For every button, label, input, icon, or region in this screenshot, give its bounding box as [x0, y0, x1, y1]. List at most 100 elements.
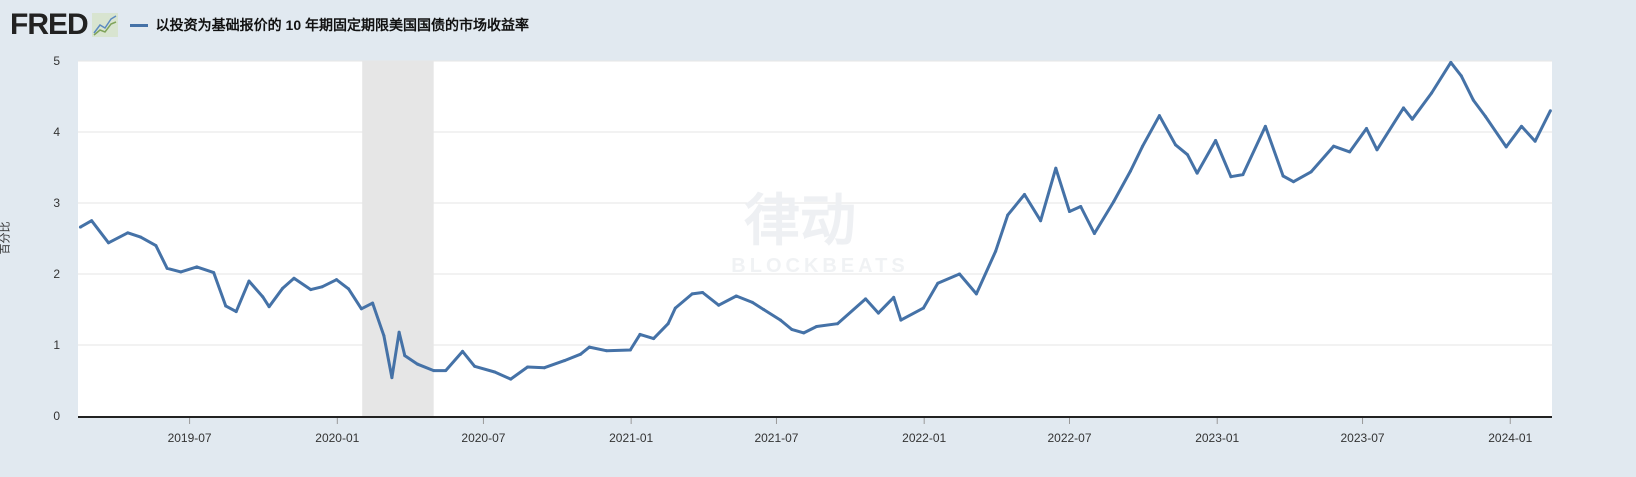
data-point	[444, 369, 448, 373]
data-point	[1023, 192, 1027, 196]
watermark-sub: BLOCKBEATS	[731, 255, 908, 277]
x-tick-label: 2021-01	[609, 431, 653, 445]
x-tick-label: 2021-07	[754, 431, 798, 445]
y-tick-label: 0	[53, 409, 60, 423]
data-point	[974, 292, 978, 296]
legend-item[interactable]: 以投资为基础报价的 10 年期固定期限美国国债的市场收益率	[129, 15, 529, 35]
data-point	[802, 331, 806, 335]
data-point	[1173, 143, 1177, 147]
data-point	[701, 290, 705, 294]
data-point	[563, 359, 567, 363]
data-point	[1449, 60, 1453, 64]
data-point	[835, 322, 839, 326]
data-point	[154, 244, 158, 248]
data-point	[493, 370, 497, 374]
data-point	[778, 318, 782, 322]
data-point	[397, 330, 401, 334]
data-point	[1092, 232, 1096, 236]
x-tick-label: 2020-01	[315, 431, 359, 445]
data-point	[78, 225, 82, 229]
data-point	[195, 265, 199, 269]
data-point	[1410, 117, 1414, 121]
data-point	[247, 279, 251, 283]
data-point	[1079, 205, 1083, 209]
recession-shade	[362, 61, 434, 416]
data-point	[750, 300, 754, 304]
data-point	[359, 307, 363, 311]
data-point	[673, 306, 677, 310]
data-point	[958, 272, 962, 276]
x-tick-label: 2020-07	[461, 431, 505, 445]
data-point	[1365, 126, 1369, 130]
data-point	[267, 305, 271, 309]
data-point	[1332, 144, 1336, 148]
x-tick-label: 2022-07	[1047, 431, 1091, 445]
x-tick-label: 2022-01	[902, 431, 946, 445]
data-point	[1401, 106, 1405, 110]
data-point	[1039, 219, 1043, 223]
data-point	[1291, 180, 1295, 184]
data-point	[165, 266, 169, 270]
data-point	[1195, 171, 1199, 175]
data-point	[790, 327, 794, 331]
x-tick-label: 2023-01	[1195, 431, 1239, 445]
data-point	[1112, 200, 1116, 204]
data-point	[309, 288, 313, 292]
data-point	[390, 376, 394, 380]
data-point	[1471, 98, 1475, 102]
data-point	[936, 281, 940, 285]
data-point	[876, 311, 880, 315]
data-point	[762, 308, 766, 311]
data-point	[1186, 153, 1190, 157]
data-point	[509, 377, 513, 381]
data-point	[1281, 174, 1285, 178]
data-point	[526, 365, 530, 369]
data-point	[139, 235, 143, 239]
data-point	[1067, 210, 1071, 214]
data-point	[1519, 124, 1523, 128]
data-point	[734, 294, 738, 298]
data-point	[403, 354, 407, 358]
data-point	[1533, 139, 1537, 143]
data-point	[473, 364, 477, 368]
data-point	[320, 285, 324, 289]
data-point	[90, 219, 94, 223]
data-point	[224, 304, 228, 308]
data-point	[921, 306, 925, 310]
y-tick-label: 1	[53, 338, 60, 352]
data-point	[107, 241, 111, 245]
chart-header: FRED 以投资为基础报价的 10 年期固定期限美国国债的市场收益率	[10, 8, 529, 42]
data-point	[628, 348, 632, 352]
data-point	[179, 270, 183, 274]
chart-trend-icon	[91, 13, 118, 37]
plot-area	[78, 61, 1552, 416]
data-point	[1157, 114, 1161, 118]
data-point	[1430, 91, 1434, 95]
data-point	[1309, 170, 1313, 174]
watermark: 律动	[744, 189, 856, 252]
data-point	[892, 295, 896, 299]
data-point	[1241, 173, 1245, 177]
data-point	[261, 295, 265, 299]
data-point	[234, 310, 238, 314]
data-point	[666, 322, 670, 326]
data-point	[1054, 166, 1058, 170]
data-point	[994, 249, 998, 253]
data-point	[652, 337, 656, 341]
x-tick-label: 2024-01	[1488, 431, 1532, 445]
data-point	[461, 349, 465, 353]
data-point	[542, 366, 546, 370]
fred-logo[interactable]: FRED	[10, 8, 89, 41]
x-tick-label: 2019-07	[168, 431, 212, 445]
data-point	[604, 349, 608, 353]
data-point	[717, 303, 721, 307]
data-point	[126, 231, 130, 235]
data-point	[292, 276, 296, 280]
data-point	[815, 325, 819, 329]
data-point	[1214, 139, 1218, 143]
legend-swatch	[129, 23, 148, 27]
data-point	[416, 362, 420, 366]
y-tick-label: 2	[53, 267, 60, 281]
data-point	[347, 287, 351, 291]
